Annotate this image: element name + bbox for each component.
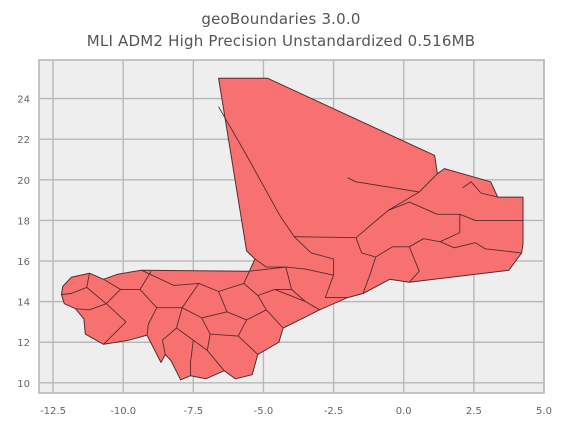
x-tick-label: 5.0 bbox=[536, 406, 552, 417]
x-tick-label: -5.0 bbox=[254, 406, 274, 417]
y-tick-label: 22 bbox=[17, 135, 30, 146]
x-tick-label: -12.5 bbox=[40, 406, 66, 417]
x-tick-label: -10.0 bbox=[110, 406, 136, 417]
map-subtitle: MLI ADM2 High Precision Unstandardized 0… bbox=[86, 32, 476, 50]
y-tick-label: 10 bbox=[17, 379, 30, 390]
district-boundary bbox=[249, 266, 334, 276]
district-boundary bbox=[103, 270, 152, 290]
district-boundary bbox=[139, 289, 158, 336]
x-tick-label: 2.5 bbox=[466, 406, 482, 417]
district-boundary bbox=[254, 258, 286, 268]
district-boundary bbox=[408, 246, 420, 283]
y-tick-label: 24 bbox=[17, 95, 30, 106]
map-title: geoBoundaries 3.0.0 bbox=[201, 10, 361, 28]
district-boundary bbox=[61, 273, 90, 295]
district-boundary bbox=[86, 287, 107, 305]
district-boundary bbox=[201, 309, 267, 321]
district-boundary bbox=[103, 303, 127, 345]
district-boundary bbox=[218, 291, 228, 312]
district-boundary bbox=[462, 181, 498, 198]
country-outline bbox=[60, 77, 524, 381]
y-tick-label: 16 bbox=[17, 257, 30, 268]
district-boundary bbox=[355, 237, 376, 258]
district-boundary bbox=[347, 177, 420, 193]
y-tick-label: 20 bbox=[17, 176, 30, 187]
y-tick-label: 12 bbox=[17, 338, 30, 349]
district-boundary bbox=[294, 201, 523, 239]
y-tick-label: 14 bbox=[17, 298, 30, 309]
district-boundary bbox=[218, 106, 312, 254]
y-tick-label: 18 bbox=[17, 216, 30, 227]
x-tick-label: 0.0 bbox=[396, 406, 412, 417]
x-tick-label: -2.5 bbox=[324, 406, 344, 417]
district-boundary bbox=[285, 266, 320, 311]
district-boundary bbox=[190, 340, 194, 376]
plot-frame bbox=[38, 59, 545, 394]
district-boundary bbox=[210, 333, 239, 337]
district-boundary bbox=[440, 241, 522, 254]
x-tick-label: -7.5 bbox=[184, 406, 204, 417]
district-boundary bbox=[274, 288, 306, 303]
district-boundary bbox=[161, 307, 183, 355]
district-boundary bbox=[75, 289, 121, 311]
